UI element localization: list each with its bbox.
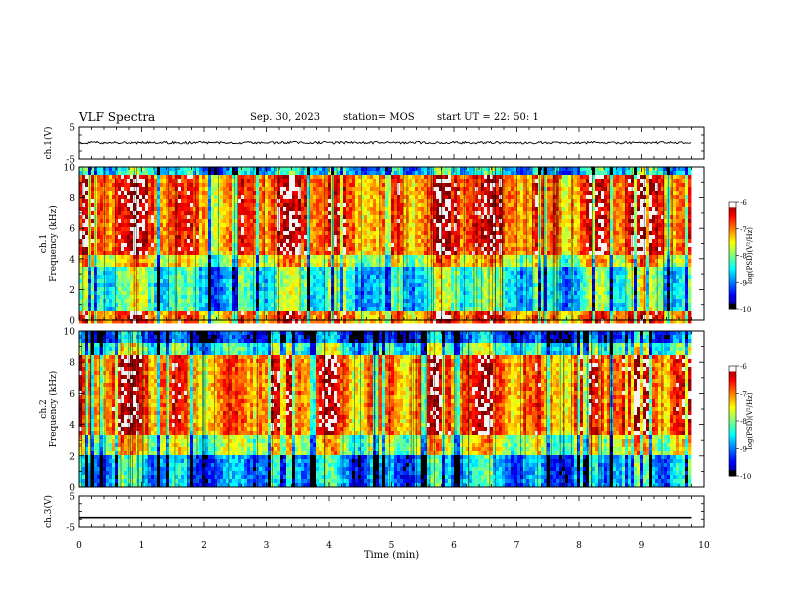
x-tick-label: 2 [201,541,207,551]
y-tick-label: 5 [69,124,75,134]
x-tick-label: 6 [451,541,457,551]
colorbar-tick-label: -8 [740,253,747,261]
colorbar-label: log(PSD)(V²/Hz) [746,392,754,449]
y-axis-label: Frequency (kHz) [48,205,59,282]
x-axis-label: Time (min) [364,550,419,561]
x-tick-label: 0 [76,541,82,551]
colorbar-label: log(PSD)(V²/Hz) [746,227,754,284]
colorbar-tick-label: -7 [740,391,747,399]
date-label: Sep. 30, 2023 [250,112,321,123]
chart-title: VLF Spectra [79,110,156,124]
x-tick-label: 4 [326,541,332,551]
x-tick-label: 10 [698,541,710,551]
spectrogram-image [79,167,692,324]
colorbar-tick-label: -6 [740,363,747,371]
colorbar-tick-label: -7 [740,226,747,234]
spectrogram-image [79,331,692,488]
colorbar-tick-label: -8 [740,418,747,426]
y-tick-label: -5 [66,524,75,534]
colorbar-tick-label: -9 [740,279,747,287]
x-tick-label: 3 [264,541,270,551]
y-axis-label: ch.1 [39,234,49,253]
y-tick-label: 4 [69,421,75,431]
waveform-trace [78,140,692,145]
y-tick-label: 4 [69,255,75,265]
y-tick-label: 8 [69,359,75,369]
y-axis-label: ch.2 [39,399,49,418]
colorbar [729,202,736,310]
y-tick-label: 6 [69,390,75,400]
x-tick-label: 8 [576,541,582,551]
colorbar-tick-label: -10 [740,306,751,314]
station-label: station= MOS [343,112,415,123]
x-tick-label: 9 [639,541,645,551]
start-time-label: start UT = 22: 50: 1 [437,112,539,123]
y-tick-label: 5 [69,493,75,503]
y-tick-label: 0 [69,317,75,327]
y-tick-label: -5 [66,156,75,166]
x-tick-label: 7 [514,541,520,551]
y-tick-label: 8 [69,194,75,204]
y-tick-label: 2 [69,286,75,296]
y-axis-label: ch.3(V) [43,495,54,528]
colorbar-tick-label: -6 [740,199,747,207]
y-tick-label: 0 [69,484,75,494]
y-tick-label: 6 [69,225,75,235]
y-axis-label: ch.1(V) [43,127,54,160]
y-tick-label: 10 [64,164,76,174]
x-tick-label: 5 [389,541,395,551]
colorbar-tick-label: -10 [740,473,751,481]
colorbar-tick-label: -9 [740,446,747,454]
colorbar [729,366,736,477]
y-tick-label: 2 [69,452,75,462]
y-axis-label: Frequency (kHz) [48,371,59,448]
y-tick-label: 10 [64,328,76,338]
x-tick-label: 1 [139,541,145,551]
